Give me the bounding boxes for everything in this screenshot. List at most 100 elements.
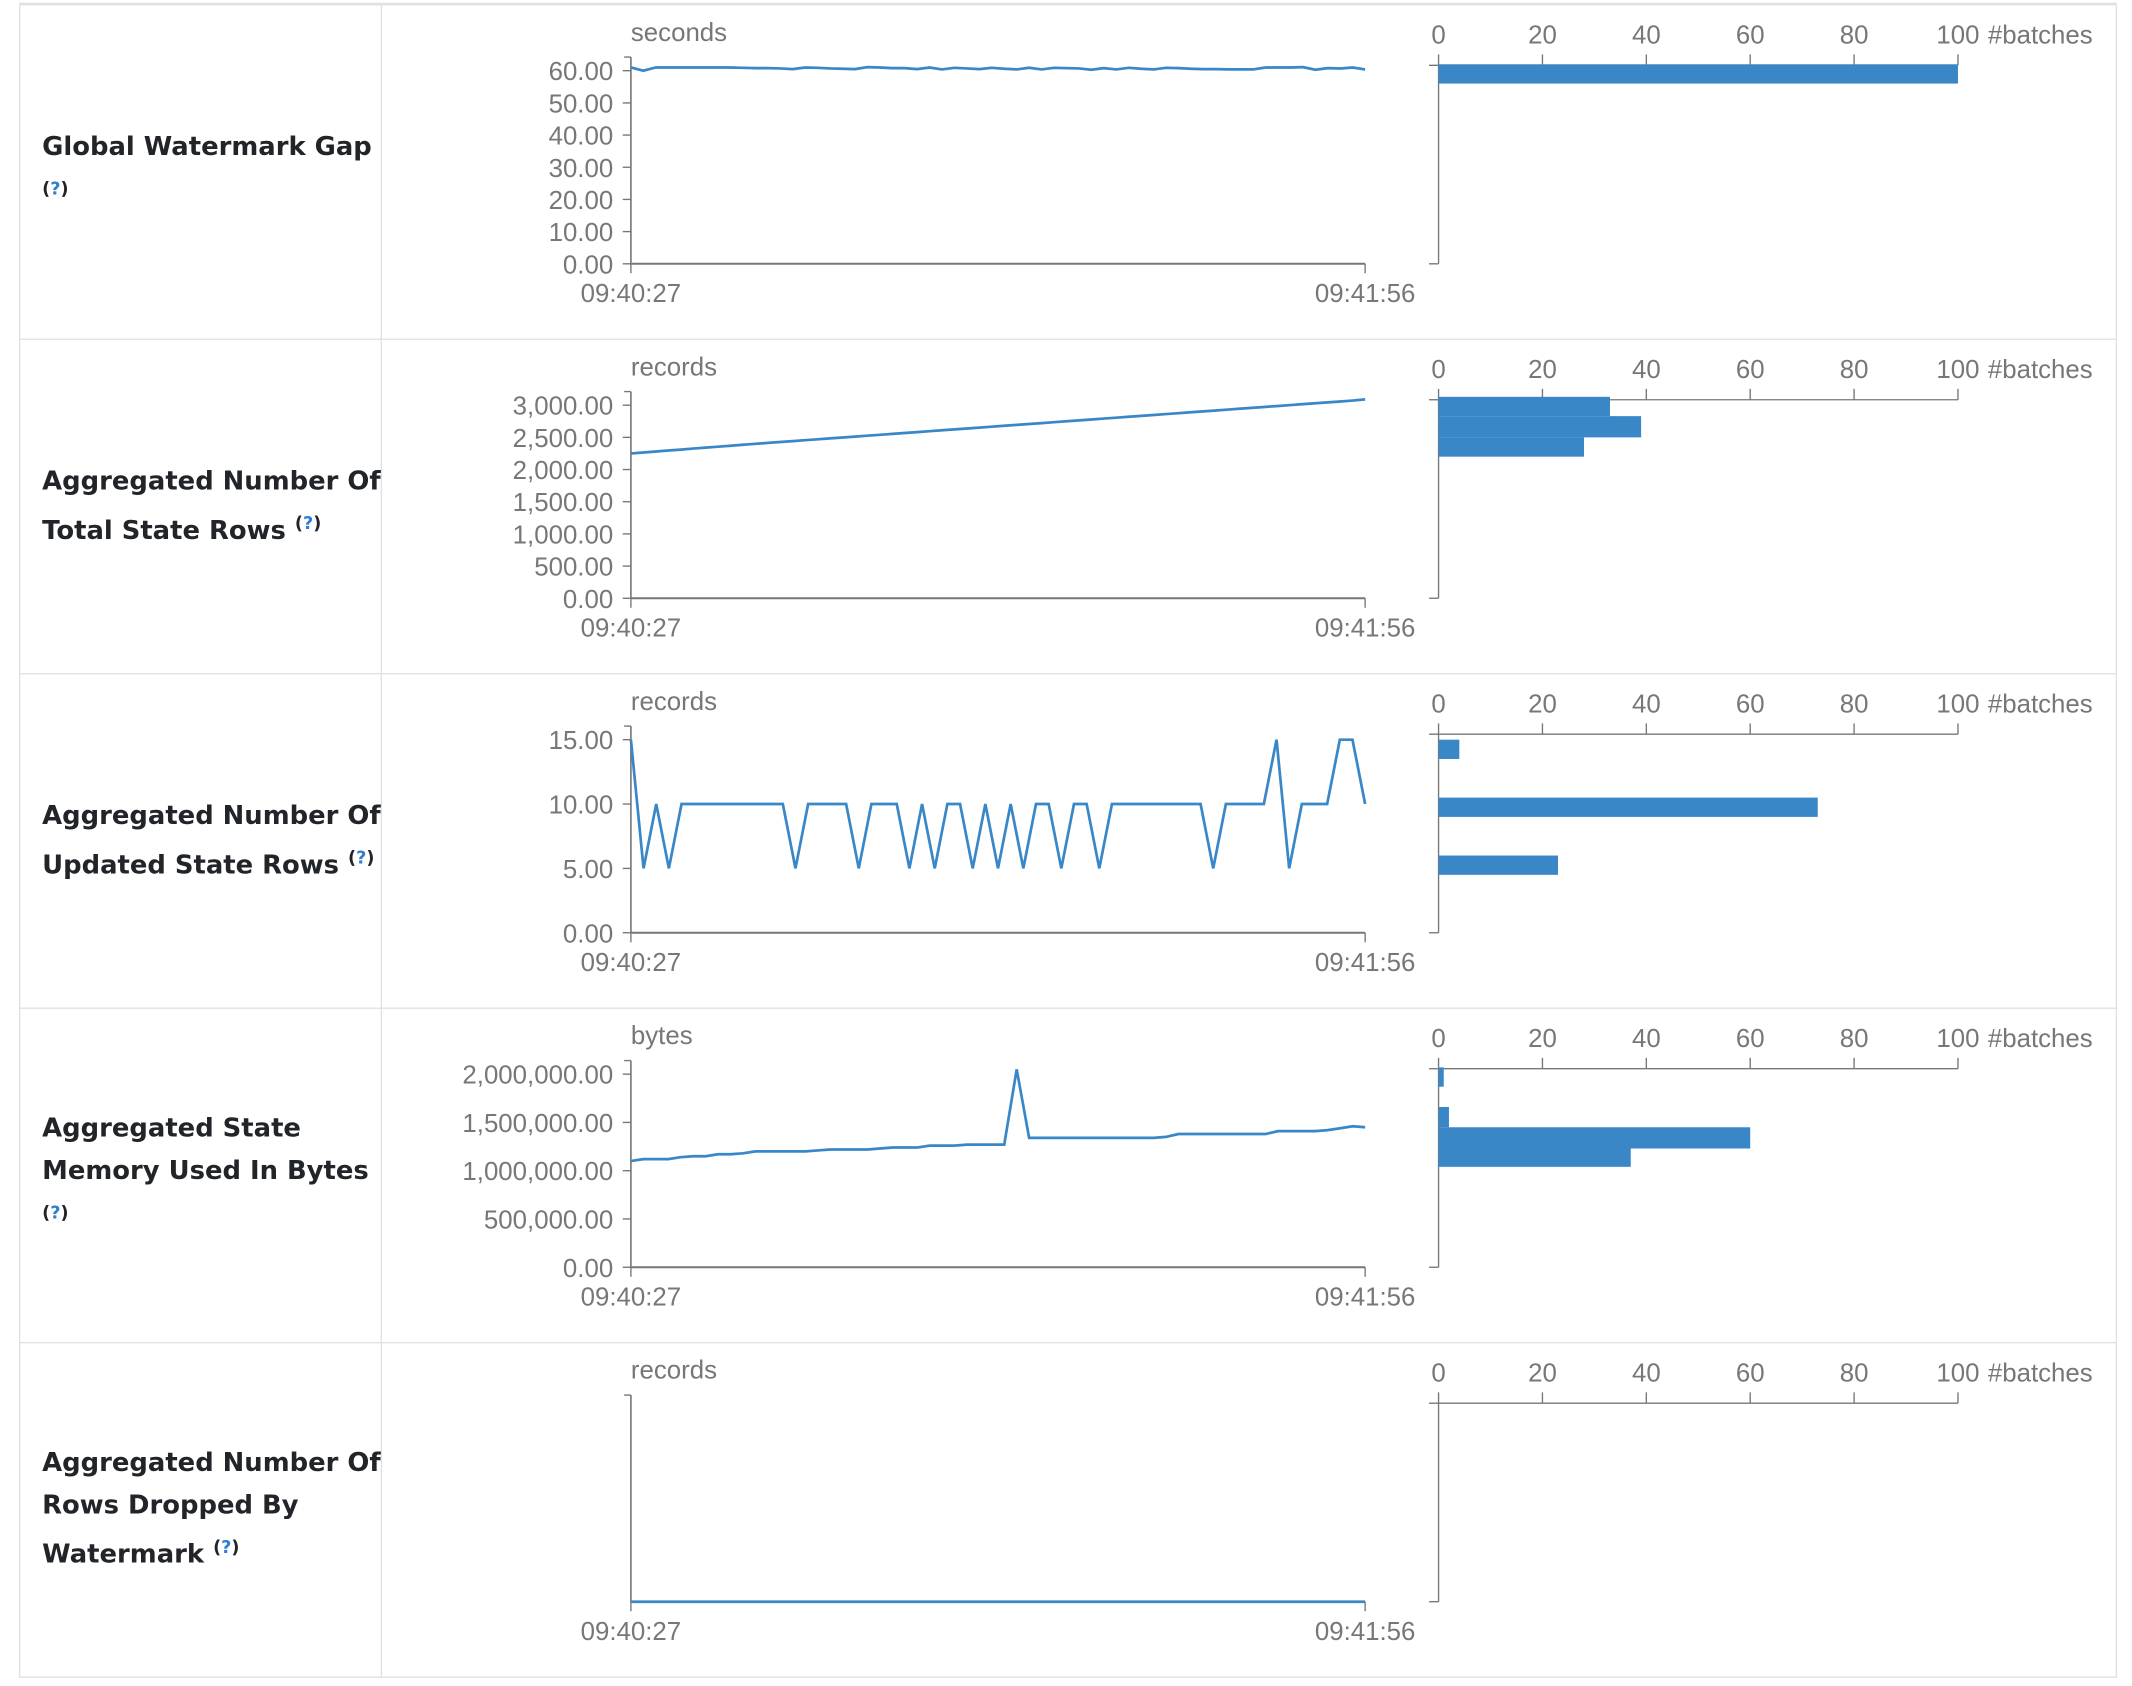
histogram-x-tick-label: 0 bbox=[1431, 1025, 1445, 1053]
y-tick-label: 1,000.00 bbox=[513, 521, 614, 549]
metric-label: Aggregated Number Of Total State Rows (?… bbox=[19, 338, 383, 675]
x-tick-label: 09:40:27 bbox=[581, 1283, 682, 1311]
help-tooltip[interactable]: (?) bbox=[42, 179, 69, 200]
histogram-x-tick-label: 100 bbox=[1936, 1025, 1979, 1053]
metric-label: Global Watermark Gap (?) bbox=[19, 2, 383, 340]
y-tick-label: 0.00 bbox=[563, 586, 613, 614]
y-tick-label: 10.00 bbox=[549, 219, 614, 247]
metric-charts: seconds 0.00 10.00 20.00 30.00 40.00 50.00 60.0… bbox=[380, 2, 2118, 340]
y-axis-label: bytes bbox=[631, 1022, 693, 1050]
timeline-chart: seconds 0.00 10.00 20.00 30.00 40.00 50.00 60.0… bbox=[549, 19, 1416, 308]
y-axis-label: records bbox=[631, 1357, 717, 1385]
charts-svg: records 09:40:27 09:41:56 0 20 40 60 80 100 #batc… bbox=[581, 1357, 2093, 1646]
histogram-x-tick-label: 60 bbox=[1736, 22, 1765, 50]
histogram-x-tick-label: 60 bbox=[1736, 1359, 1765, 1387]
histogram-chart: 0 20 40 60 80 100 #batches bbox=[1429, 1025, 2093, 1268]
histogram-x-tick-label: 20 bbox=[1528, 356, 1557, 384]
histogram-chart: 0 20 40 60 80 100 #batches bbox=[1429, 22, 2093, 265]
x-tick-label: 09:41:56 bbox=[1315, 949, 1416, 977]
histogram-x-tick-label: 40 bbox=[1632, 22, 1661, 50]
histogram-x-tick-label: 80 bbox=[1840, 1025, 1869, 1053]
histogram-x-tick-label: 20 bbox=[1528, 1359, 1557, 1387]
help-tooltip[interactable]: (?) bbox=[213, 1538, 240, 1559]
histogram-x-tick-label: 60 bbox=[1736, 690, 1765, 718]
histogram-unit-label: #batches bbox=[1988, 22, 2093, 50]
help-tooltip[interactable]: (?) bbox=[348, 848, 375, 869]
y-tick-label: 2,500.00 bbox=[513, 425, 614, 453]
histogram-x-tick-label: 100 bbox=[1936, 1359, 1979, 1387]
histogram-x-tick-label: 20 bbox=[1528, 690, 1557, 718]
help-icon[interactable]: ? bbox=[50, 179, 61, 200]
histogram-bar bbox=[1438, 416, 1642, 438]
histogram-unit-label: #batches bbox=[1988, 1359, 2093, 1387]
x-tick-label: 09:41:56 bbox=[1315, 1618, 1416, 1646]
y-tick-label: 2,000,000.00 bbox=[462, 1062, 613, 1090]
histogram-bar bbox=[1438, 64, 1958, 84]
histogram-unit-label: #batches bbox=[1988, 690, 2093, 718]
help-tooltip[interactable]: (?) bbox=[294, 513, 322, 535]
series-line bbox=[629, 738, 1367, 869]
charts-svg: records 0.00 5.00 10.00 15.00 09:40:27 09:41:5… bbox=[549, 688, 2093, 977]
histogram-x-tick-label: 0 bbox=[1431, 22, 1445, 50]
y-tick-label: 5.00 bbox=[563, 856, 613, 884]
histogram-unit-label: #batches bbox=[1988, 356, 2093, 384]
metric-title: Global Watermark Gap bbox=[42, 131, 372, 162]
histogram-bar bbox=[1438, 739, 1460, 759]
histogram-x-tick-label: 80 bbox=[1840, 1359, 1869, 1387]
x-tick-label: 09:40:27 bbox=[581, 949, 682, 977]
x-tick-label: 09:41:56 bbox=[1315, 1283, 1416, 1311]
histogram-chart: 0 20 40 60 80 100 #batches bbox=[1429, 356, 2093, 599]
charts-svg: bytes 0.00 500,000.00 1,000,000.00 1,500,000… bbox=[462, 1022, 2093, 1311]
y-tick-label: 0.00 bbox=[563, 920, 613, 948]
x-tick-label: 09:41:56 bbox=[1315, 280, 1416, 308]
help-icon[interactable]: ? bbox=[302, 513, 314, 535]
histogram-x-tick-label: 20 bbox=[1528, 22, 1557, 50]
histogram-unit-label: #batches bbox=[1988, 1025, 2093, 1053]
histogram-chart: 0 20 40 60 80 100 #batches bbox=[1429, 1359, 2093, 1603]
histogram-x-tick-label: 40 bbox=[1632, 1359, 1661, 1387]
histogram-bar bbox=[1438, 1127, 1751, 1149]
metric-row-global-watermark-gap: Global Watermark Gap (?) seconds 0.00 10.00… bbox=[19, 2, 2118, 340]
help-icon[interactable]: ? bbox=[356, 848, 367, 869]
metric-label: Aggregated Number Of Updated State Rows … bbox=[19, 673, 383, 1009]
metric-row-aggregated-number-of-updated-state-rows: Aggregated Number Of Updated State Rows … bbox=[19, 673, 2118, 1009]
y-tick-label: 20.00 bbox=[549, 187, 614, 215]
y-tick-label: 500,000.00 bbox=[484, 1206, 613, 1234]
histogram-bar bbox=[1438, 1067, 1444, 1087]
x-tick-label: 09:41:56 bbox=[1315, 614, 1416, 642]
y-tick-label: 0.00 bbox=[563, 251, 613, 279]
metric-row-aggregated-number-of-total-state-rows: Aggregated Number Of Total State Rows (?… bbox=[19, 338, 2118, 675]
metric-charts: records 0.00 5.00 10.00 15.00 09:40:27 09:41:5… bbox=[380, 673, 2118, 1009]
histogram-x-tick-label: 40 bbox=[1632, 356, 1661, 384]
help-icon[interactable]: ? bbox=[50, 1203, 61, 1225]
y-tick-label: 500.00 bbox=[534, 554, 613, 582]
y-tick-label: 50.00 bbox=[549, 90, 614, 118]
histogram-x-tick-label: 20 bbox=[1528, 1025, 1557, 1053]
help-tooltip[interactable]: (?) bbox=[42, 1203, 69, 1225]
histogram-bar bbox=[1438, 437, 1584, 457]
metric-charts: bytes 0.00 500,000.00 1,000,000.00 1,500,000… bbox=[380, 1007, 2118, 1344]
series-line bbox=[630, 398, 1366, 455]
metric-charts: records 09:40:27 09:41:56 0 20 40 60 80 100 #batc… bbox=[380, 1342, 2118, 1678]
help-icon[interactable]: ? bbox=[221, 1538, 232, 1559]
metric-charts: records 0.00 500.00 1,000.00 1,500.00 2,000.0… bbox=[380, 338, 2118, 675]
charts-svg: seconds 0.00 10.00 20.00 30.00 40.00 50.00 60.0… bbox=[549, 19, 2093, 308]
x-tick-label: 09:40:27 bbox=[581, 1618, 682, 1646]
charts-svg: records 0.00 500.00 1,000.00 1,500.00 2,000.0… bbox=[513, 353, 2093, 642]
series-line bbox=[630, 1069, 1366, 1163]
y-tick-label: 2,000.00 bbox=[513, 457, 614, 485]
metric-title: Aggregated State Memory Used In Bytes bbox=[42, 1114, 369, 1187]
y-tick-label: 60.00 bbox=[549, 58, 614, 86]
timeline-chart: records 0.00 5.00 10.00 15.00 09:40:27 09:41:5… bbox=[549, 688, 1416, 977]
y-axis-label: records bbox=[631, 353, 717, 381]
histogram-x-tick-label: 0 bbox=[1431, 1359, 1445, 1387]
histogram-x-tick-label: 80 bbox=[1840, 356, 1869, 384]
metric-label: Aggregated State Memory Used In Bytes (?… bbox=[19, 1007, 383, 1344]
metric-row-aggregated-state-memory-used-in-bytes: Aggregated State Memory Used In Bytes (?… bbox=[19, 1007, 2118, 1344]
x-tick-label: 09:40:27 bbox=[581, 614, 682, 642]
histogram-x-tick-label: 60 bbox=[1736, 356, 1765, 384]
histogram-bar bbox=[1438, 797, 1818, 817]
metric-title: Aggregated Number Of Updated State Rows bbox=[42, 800, 381, 880]
x-tick-label: 09:40:27 bbox=[581, 280, 682, 308]
